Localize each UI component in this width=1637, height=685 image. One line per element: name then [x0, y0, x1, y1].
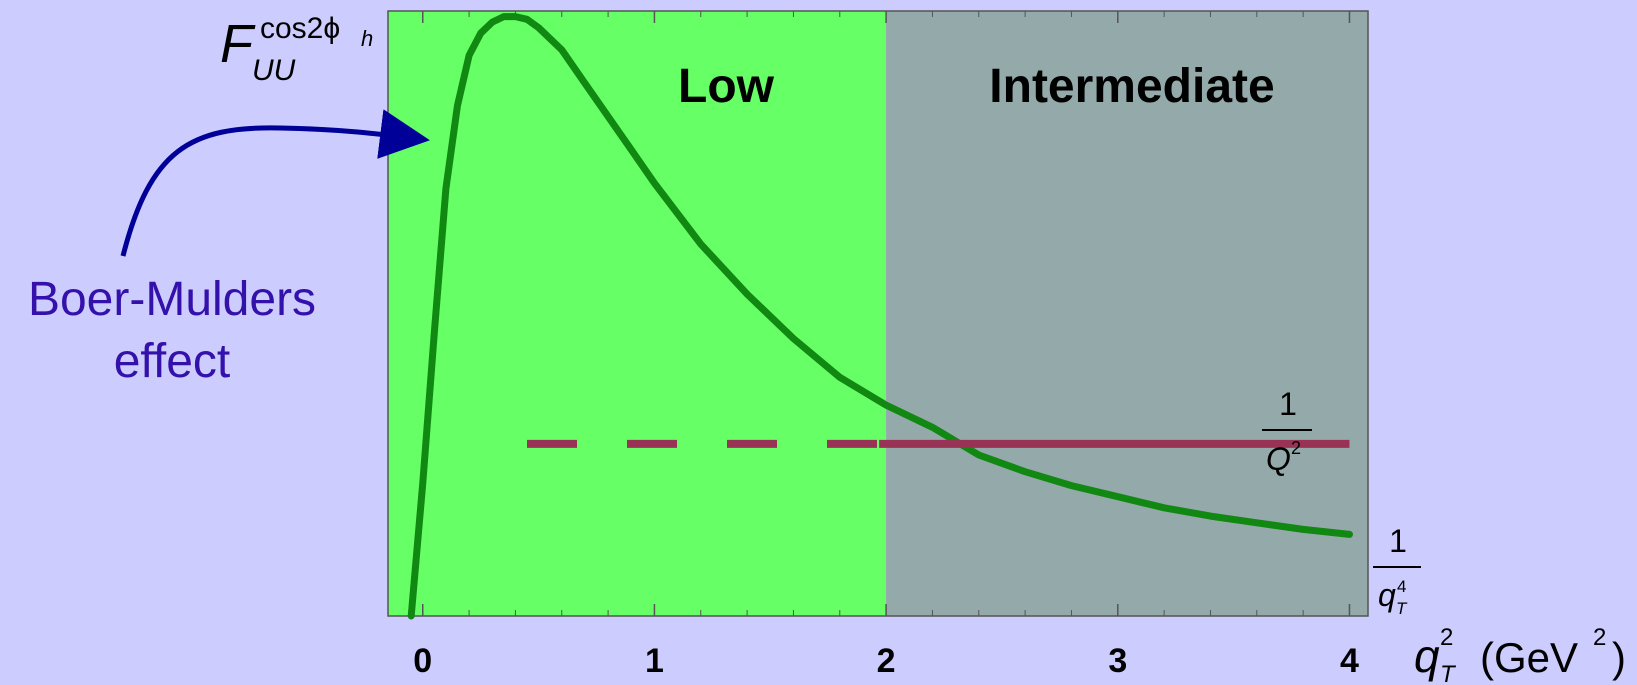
x-tick-label-0: 0 [413, 642, 432, 680]
ylabel-sup: cos2ϕ [260, 12, 340, 45]
annotation-one-over-q-squared: 1 Q 2 [1262, 386, 1312, 477]
boer-mulders-line1: Boer-Mulders [28, 273, 316, 326]
ylabel-sup-sub: h [361, 26, 373, 51]
y-axis-label: F UU cos2ϕ h [220, 12, 373, 87]
boer-mulders-line2: effect [114, 335, 231, 388]
regions [388, 11, 1368, 616]
series-group [407, 13, 1353, 620]
q2-denominator-sup: 2 [1291, 438, 1301, 458]
xlabel-var: q [1414, 630, 1440, 682]
series-line-0 [407, 13, 1353, 620]
qt4-denominator-sup: 4 [1397, 577, 1406, 596]
x-axis-ticks: 0 1 2 3 4 [413, 11, 1359, 680]
qt4-denominator-sub: T [1396, 599, 1408, 618]
annotation-one-over-qt-fourth: 1 q T 4 [1373, 523, 1421, 618]
x-tick-label-4: 4 [1340, 642, 1359, 680]
x-axis-label: q T 2 (GeV 2 ) [1414, 624, 1626, 685]
region-low [388, 11, 887, 616]
xlabel-units-sup: 2 [1593, 624, 1606, 651]
region-label-intermediate: Intermediate [989, 60, 1274, 113]
plot-border [387, 10, 1369, 617]
xlabel-sup: 2 [1440, 624, 1453, 651]
qt4-numerator: 1 [1389, 523, 1407, 559]
xlabel-units-open: (GeV [1480, 634, 1578, 681]
q2-denominator-var: Q [1266, 441, 1291, 477]
plot-frame [387, 10, 1369, 617]
boer-mulders-arrow [120, 109, 430, 257]
boer-mulders-annotation: Boer-Mulders effect [28, 109, 430, 388]
region-label-low: Low [678, 60, 775, 113]
ylabel-sub: UU [252, 54, 296, 87]
qt4-denominator-var: q [1378, 577, 1396, 613]
xlabel-units-close: ) [1612, 634, 1626, 681]
x-tick-label-1: 1 [645, 642, 664, 680]
q2-numerator: 1 [1279, 386, 1297, 422]
xlabel-sub: T [1440, 661, 1457, 685]
x-tick-label-3: 3 [1108, 642, 1127, 680]
x-tick-label-2: 2 [877, 642, 896, 680]
region-intermediate [886, 11, 1368, 616]
ylabel-var: F [220, 14, 256, 74]
